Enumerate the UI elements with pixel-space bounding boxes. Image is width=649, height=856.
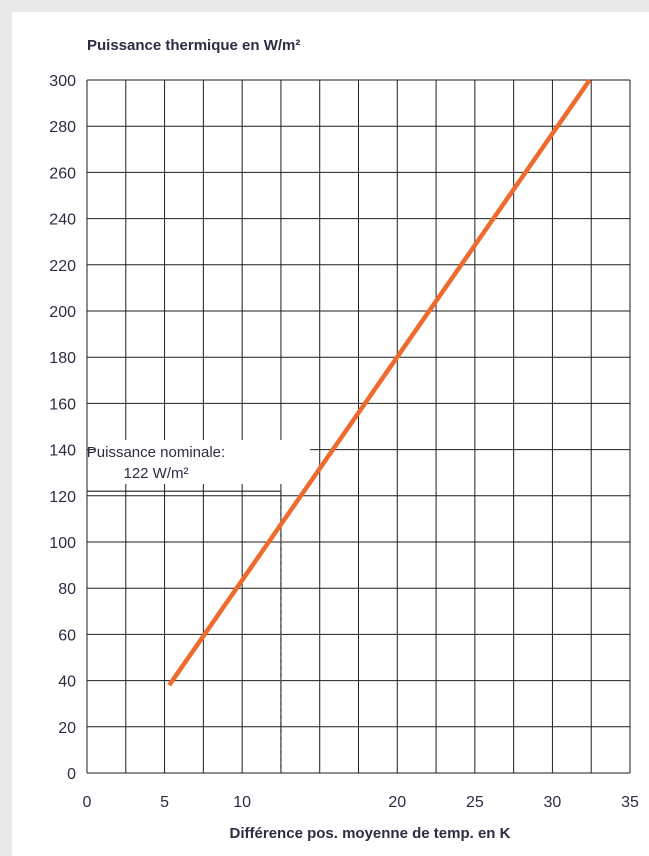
annotation: Puissance nominale: 122 W/m² — [87, 440, 310, 773]
y-tick-label: 140 — [49, 443, 76, 460]
x-tick-label: 30 — [544, 794, 562, 811]
x-tick-label: 25 — [466, 794, 484, 811]
y-tick-label: 0 — [67, 766, 76, 783]
x-tick-label: 20 — [388, 794, 406, 811]
annotation-line2: 122 W/m² — [123, 465, 188, 482]
series-line — [167, 78, 592, 687]
y-tick-label: 40 — [58, 674, 76, 691]
y-tick-label: 180 — [49, 350, 76, 367]
y-tick-label: 220 — [49, 258, 76, 275]
annotation-line1: Puissance nominale: — [87, 444, 225, 461]
y-tick-label: 120 — [49, 489, 76, 506]
x-tick-labels: 0 5 10 20 25 30 35 — [83, 794, 639, 811]
y-tick-label: 20 — [58, 720, 76, 737]
y-tick-label: 80 — [58, 581, 76, 598]
y-tick-label: 280 — [49, 119, 76, 136]
chart: Puissance thermique en W/m² 020406080100… — [49, 37, 639, 842]
x-axis-title: Différence pos. moyenne de temp. en K — [230, 825, 511, 842]
x-tick-label: 35 — [621, 794, 639, 811]
y-tick-label: 240 — [49, 212, 76, 229]
y-tick-label: 160 — [49, 396, 76, 413]
y-tick-label: 260 — [49, 165, 76, 182]
y-tick-label: 60 — [58, 627, 76, 644]
y-tick-labels: 0 20 40 60 80 100 120 140 160 180 200 220 240 260 280 3… — [49, 73, 76, 783]
annotation-box — [95, 440, 310, 484]
y-tick-label: 300 — [49, 73, 76, 90]
y-tick-label: 100 — [49, 535, 76, 552]
y-tick-label: 200 — [49, 304, 76, 321]
grid — [86, 79, 631, 774]
series — [167, 78, 592, 687]
x-tick-label: 0 — [83, 794, 92, 811]
x-tick-label: 10 — [233, 794, 251, 811]
x-tick-label: 5 — [160, 794, 169, 811]
y-axis-title: Puissance thermique en W/m² — [87, 37, 300, 54]
chart-card: Puissance thermique en W/m² 0 20 40 60 80 100… — [12, 12, 649, 856]
